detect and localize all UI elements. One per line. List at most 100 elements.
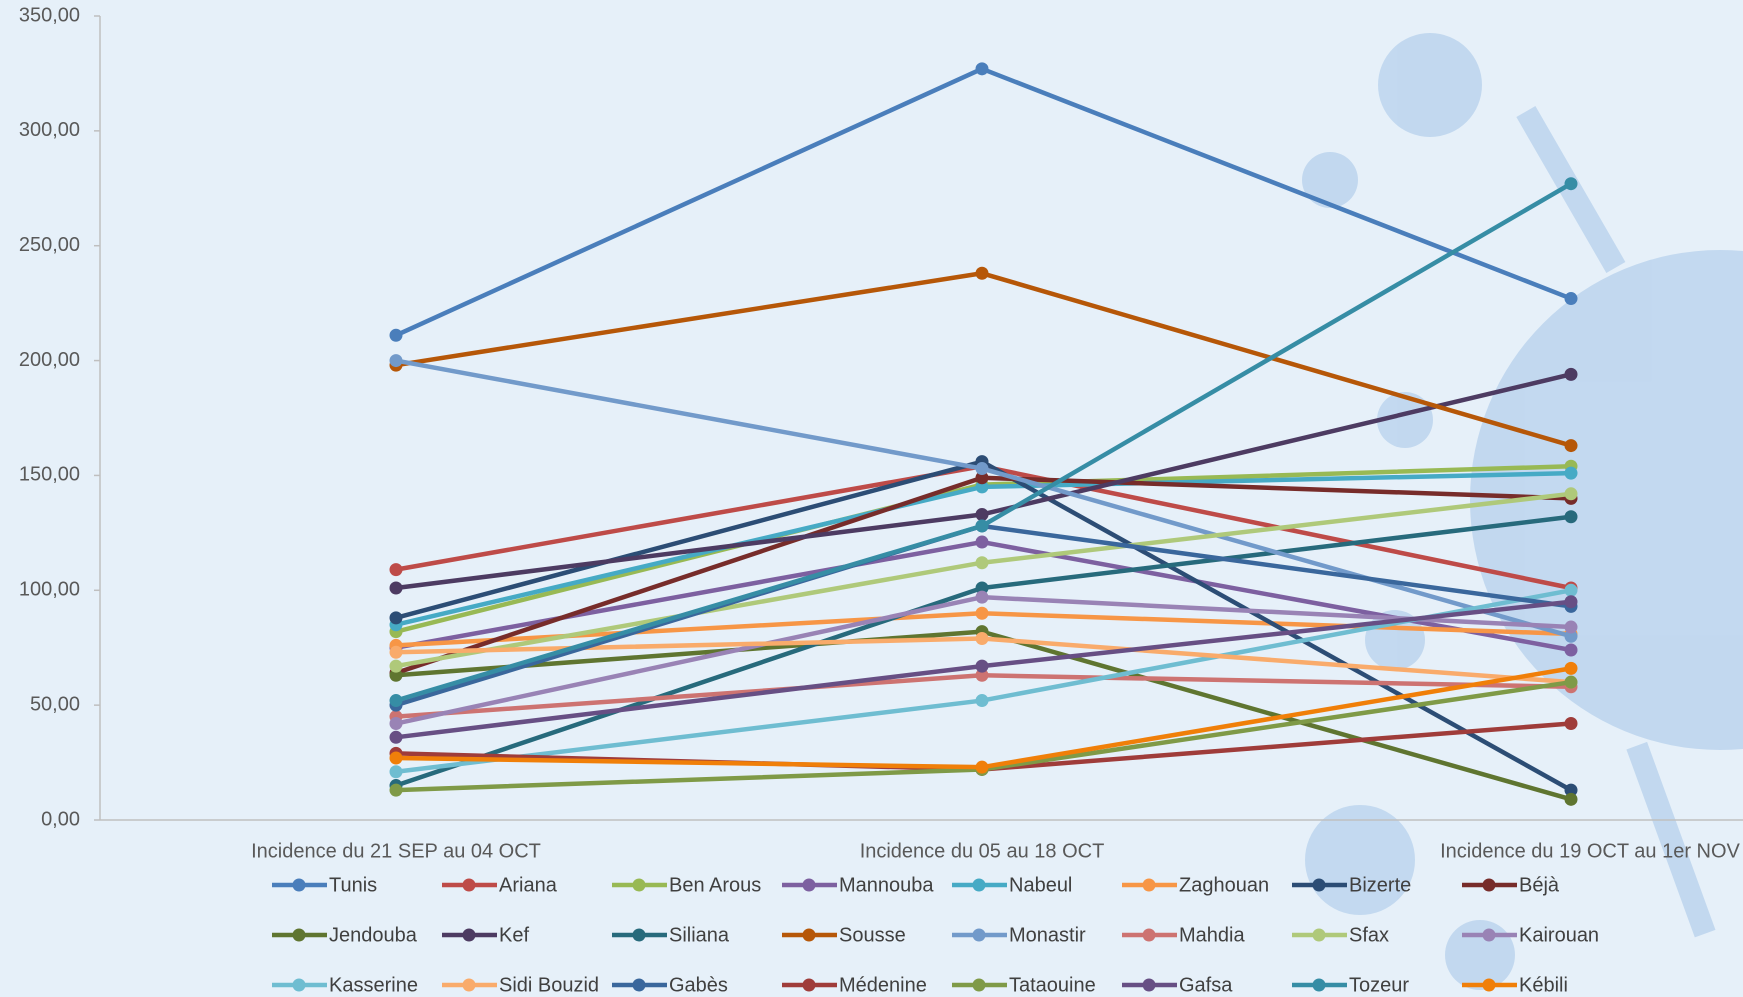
legend-marker: [1142, 928, 1156, 942]
legend-marker: [802, 978, 816, 992]
data-point: [389, 563, 403, 577]
data-point: [1564, 643, 1578, 657]
data-point: [1564, 783, 1578, 797]
legend-label: Béjà: [1519, 874, 1560, 896]
data-point: [1564, 510, 1578, 524]
data-point: [1564, 717, 1578, 731]
legend-marker: [1312, 928, 1326, 942]
data-point: [389, 730, 403, 744]
legend-label: Mannouba: [839, 874, 934, 896]
data-point: [1564, 595, 1578, 609]
legend-label: Sfax: [1349, 924, 1389, 946]
data-point: [389, 611, 403, 625]
legend-label: Tozeur: [1349, 974, 1409, 996]
data-point: [975, 659, 989, 673]
legend-label: Kasserine: [329, 974, 418, 996]
data-point: [389, 328, 403, 342]
legend-marker: [1482, 978, 1496, 992]
legend-marker: [632, 928, 646, 942]
data-point: [1564, 367, 1578, 381]
legend-marker: [462, 978, 476, 992]
data-point: [975, 266, 989, 280]
data-point: [975, 535, 989, 549]
data-point: [1564, 583, 1578, 597]
data-point: [975, 480, 989, 494]
data-point: [1564, 292, 1578, 306]
legend-label: Mahdia: [1179, 924, 1245, 946]
data-point: [975, 694, 989, 708]
data-point: [975, 507, 989, 521]
data-point: [975, 760, 989, 774]
legend-label: Ariana: [499, 874, 558, 896]
legend-label: Siliana: [669, 924, 730, 946]
y-tick-label: 50,00: [30, 693, 80, 715]
legend-marker: [972, 878, 986, 892]
data-point: [389, 694, 403, 708]
legend-label: Gafsa: [1179, 974, 1233, 996]
x-tick-label: Incidence du 21 SEP au 04 OCT: [251, 840, 541, 862]
legend-marker: [462, 878, 476, 892]
data-point: [389, 717, 403, 731]
data-point: [975, 590, 989, 604]
y-tick-label: 100,00: [19, 579, 80, 601]
legend-label: Monastir: [1009, 924, 1086, 946]
data-point: [1564, 466, 1578, 480]
data-point: [1564, 629, 1578, 643]
legend-marker: [292, 928, 306, 942]
y-tick-label: 150,00: [19, 464, 80, 486]
y-tick-label: 250,00: [19, 234, 80, 256]
legend-label: Sidi Bouzid: [499, 974, 599, 996]
legend-marker: [632, 878, 646, 892]
legend-label: Gabès: [669, 974, 728, 996]
y-tick-label: 350,00: [19, 4, 80, 26]
legend-label: Kef: [499, 924, 529, 946]
y-tick-label: 300,00: [19, 119, 80, 141]
legend-marker: [972, 928, 986, 942]
data-point: [1564, 439, 1578, 453]
legend-label: Jendouba: [329, 924, 418, 946]
legend-marker: [972, 978, 986, 992]
data-point: [1564, 661, 1578, 675]
data-point: [389, 751, 403, 765]
data-point: [389, 581, 403, 595]
data-point: [975, 581, 989, 595]
x-tick-label: Incidence du 05 au 18 OCT: [860, 840, 1105, 862]
legend-marker: [292, 978, 306, 992]
x-tick-label: Incidence du 19 OCT au 1er NOV: [1440, 840, 1740, 862]
data-point: [389, 354, 403, 368]
data-point: [975, 519, 989, 533]
legend-label: Kébili: [1519, 974, 1568, 996]
legend-label: Ben Arous: [669, 874, 761, 896]
legend-marker: [1482, 878, 1496, 892]
legend: Tunis Ariana Ben Arous Mannouba Nabeul Zaghou…: [272, 874, 1599, 996]
legend-label: Bizerte: [1349, 874, 1411, 896]
y-tick-label: 0,00: [41, 808, 80, 830]
legend-marker: [1312, 978, 1326, 992]
data-point: [389, 668, 403, 682]
data-point: [975, 556, 989, 570]
data-point: [975, 471, 989, 485]
data-point: [389, 659, 403, 673]
legend-marker: [1312, 878, 1326, 892]
legend-label: Zaghouan: [1179, 874, 1269, 896]
y-tick-label: 200,00: [19, 349, 80, 371]
data-point: [1564, 620, 1578, 634]
legend-label: Sousse: [839, 924, 906, 946]
data-point: [975, 462, 989, 476]
data-point: [1564, 792, 1578, 806]
legend-label: Kairouan: [1519, 924, 1599, 946]
legend-label: Tunis: [329, 874, 377, 896]
data-point: [389, 765, 403, 779]
data-point: [975, 632, 989, 646]
legend-marker: [632, 978, 646, 992]
data-point: [1564, 177, 1578, 191]
data-point: [389, 645, 403, 659]
legend-label: Médenine: [839, 974, 927, 996]
data-point: [975, 62, 989, 76]
legend-label: Tataouine: [1009, 974, 1096, 996]
legend-marker: [292, 878, 306, 892]
data-point: [389, 783, 403, 797]
data-point: [1564, 487, 1578, 501]
data-point: [1564, 675, 1578, 689]
